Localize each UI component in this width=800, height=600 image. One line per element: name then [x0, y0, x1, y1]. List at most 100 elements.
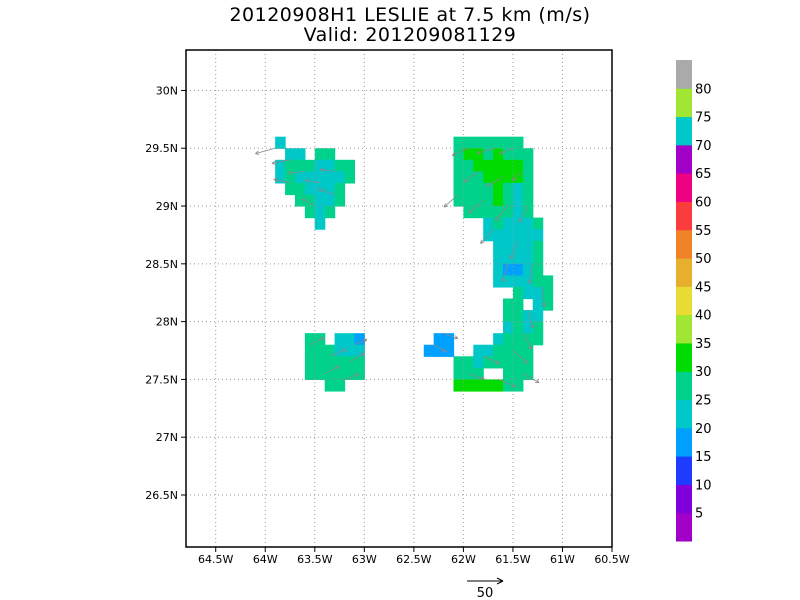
y-tick-label: 29.5N	[145, 142, 178, 155]
colorbar-label: 10	[695, 478, 712, 493]
wind-cell-east-arc	[503, 171, 514, 184]
wind-cell-east-arc	[493, 159, 504, 172]
wind-cell-east-arc	[503, 333, 514, 346]
wind-cell-east-arc	[493, 182, 504, 196]
wind-cell-east-arc	[503, 182, 514, 196]
wind-cell-east-arc	[532, 252, 544, 265]
wind-vector	[483, 355, 500, 364]
wind-cell-east-arc	[493, 136, 504, 149]
wind-cell-east-arc	[503, 194, 514, 207]
wind-cell-east-arc	[463, 182, 474, 196]
wind-cell-east-arc	[512, 379, 524, 392]
wind-cell-southwest	[334, 344, 346, 357]
colorbar-segment	[676, 371, 692, 401]
wind-cell-northwest	[334, 171, 346, 184]
wind-cell-northwest	[275, 159, 286, 172]
wind-vector-head	[359, 352, 365, 357]
wind-cell-east-arc	[473, 344, 484, 357]
wind-cell-east-arc	[493, 217, 504, 230]
wind-vector-head	[523, 359, 528, 364]
wind-vector-head	[480, 375, 485, 381]
wind-cell-southwest	[324, 367, 336, 381]
wind-vector	[301, 198, 315, 207]
wind-cell-east-arc	[503, 275, 514, 288]
x-tick-label: 61W	[550, 553, 575, 566]
wind-vector	[344, 373, 360, 380]
wind-cell-small-blue	[433, 344, 445, 357]
chart-title: 20120908H1 LESLIE at 7.5 km (m/s)	[229, 4, 591, 26]
wind-cell-east-arc	[483, 136, 494, 149]
wind-cell-east-arc	[503, 206, 514, 219]
wind-cell-east-arc	[503, 217, 514, 230]
wind-cell-east-arc	[473, 194, 484, 207]
wind-cell-east-arc	[512, 333, 524, 346]
wind-cell-southwest	[314, 356, 326, 369]
colorbar-segment	[676, 88, 692, 118]
wind-cell-east-arc	[463, 159, 474, 172]
wind-cell-northwest	[344, 159, 356, 172]
wind-vector	[451, 147, 469, 156]
wind-cell-east-arc	[503, 263, 514, 276]
wind-cell-northwest	[334, 194, 346, 207]
wind-cell-east-arc	[453, 194, 464, 207]
wind-vector-head	[501, 277, 506, 283]
wind-cell-east-arc	[512, 217, 524, 230]
wind-cell-southwest	[354, 367, 365, 381]
wind-cell-northwest	[294, 159, 306, 172]
wind-cell-east-arc	[522, 148, 534, 161]
wind-cell-northwest	[304, 206, 316, 219]
colorbar-segment	[676, 144, 692, 174]
y-tick-label: 26.5N	[145, 489, 178, 502]
colorbar-label: 55	[695, 224, 712, 239]
wind-vector-head	[271, 160, 276, 165]
wind-cell-east-arc	[522, 252, 534, 265]
colorbar-segment	[676, 314, 692, 344]
wind-cell-east-arc	[522, 333, 534, 346]
wind-cell-east-arc	[532, 286, 544, 300]
wind-cell-east-arc	[512, 206, 524, 219]
wind-cell-east-arc	[512, 240, 524, 253]
wind-cell-east-arc	[493, 333, 504, 346]
wind-cell-east-arc	[473, 148, 484, 161]
wind-cell-east-arc	[512, 252, 524, 265]
colorbar-label: 75	[695, 111, 712, 126]
wind-cell-northwest	[314, 206, 326, 219]
wind-cell-east-arc	[453, 367, 464, 381]
wind-cell-northwest	[285, 182, 296, 196]
colorbar-label: 25	[695, 394, 712, 409]
colorbar-label: 35	[695, 337, 712, 352]
wind-cell-east-arc	[453, 356, 464, 369]
wind-cell-east-arc	[503, 136, 514, 149]
wind-cell-east-arc	[493, 263, 504, 276]
wind-vector-head	[318, 188, 323, 193]
wind-cell-southwest	[334, 379, 346, 392]
wind-cell-east-arc	[512, 136, 524, 149]
wind-vector	[349, 352, 365, 363]
wind-cell-east-arc	[453, 379, 464, 392]
wind-cell-southwest	[344, 356, 356, 369]
wind-cell-east-arc	[522, 263, 534, 276]
wind-cell-northwest	[334, 182, 346, 196]
wind-cell-east-arc	[503, 310, 514, 323]
colorbar-label: 30	[695, 365, 712, 380]
wind-vector-head	[363, 338, 368, 343]
wind-speed-field	[275, 136, 554, 392]
wind-cell-east-arc	[532, 298, 544, 311]
colorbar-segment	[676, 484, 692, 514]
wind-vector-head	[453, 335, 459, 340]
wind-cell-east-arc	[532, 240, 544, 253]
wind-cell-east-arc	[512, 148, 524, 161]
wind-cell-northwest	[304, 159, 316, 172]
wind-vector-head	[301, 198, 307, 203]
wind-cell-east-arc	[503, 298, 514, 311]
wind-vector-head	[541, 302, 547, 307]
wind-cell-east-arc	[512, 194, 524, 207]
wind-cell-northwest	[294, 148, 306, 161]
wind-cell-northwest	[285, 159, 296, 172]
colorbar-label: 60	[695, 195, 712, 210]
wind-vector	[522, 373, 540, 383]
wind-cell-east-arc	[493, 252, 504, 265]
wind-cell-east-arc	[473, 379, 484, 392]
wind-vector-head	[511, 176, 517, 181]
wind-cell-east-arc	[512, 344, 524, 357]
